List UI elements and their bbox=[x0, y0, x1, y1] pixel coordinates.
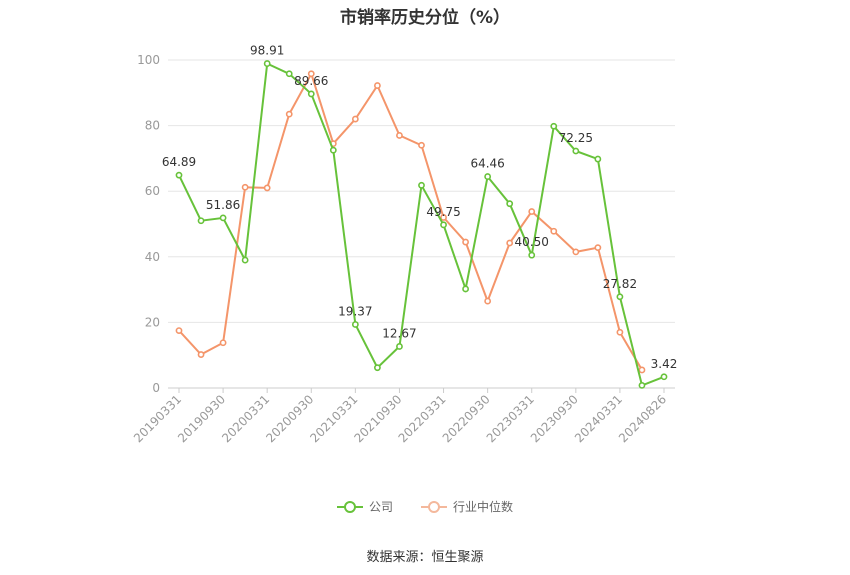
data-point bbox=[307, 90, 315, 98]
data-point bbox=[263, 60, 271, 67]
grid-lines bbox=[168, 59, 675, 389]
y-tick-label: 40 bbox=[145, 250, 160, 264]
data-label: 98.91 bbox=[250, 44, 284, 58]
data-point bbox=[329, 146, 337, 154]
data-point bbox=[374, 82, 381, 89]
y-tick-label: 80 bbox=[145, 119, 160, 133]
data-point bbox=[462, 238, 469, 246]
data-point bbox=[351, 115, 359, 123]
x-tick-label: 20240826 bbox=[616, 392, 669, 445]
data-point bbox=[572, 248, 580, 256]
data-point bbox=[396, 343, 403, 350]
data-label: 40.50 bbox=[515, 235, 549, 249]
data-point bbox=[197, 351, 205, 358]
chart-title: 市销率历史分位（%） bbox=[339, 8, 511, 28]
series-industry-median bbox=[175, 70, 646, 374]
data-point bbox=[263, 184, 271, 192]
data-point bbox=[396, 132, 403, 139]
legend-swatch-industry-median bbox=[421, 500, 447, 514]
y-tick-label: 60 bbox=[145, 184, 160, 198]
y-axis: 0 20 40 60 80 100 bbox=[137, 53, 160, 395]
data-label: 72.25 bbox=[559, 131, 593, 145]
legend-label-industry-median: 行业中位数 bbox=[453, 500, 514, 514]
data-point bbox=[418, 181, 425, 189]
x-axis: 2019033120190930202003312020093020210331… bbox=[131, 388, 669, 445]
data-label: 49.75 bbox=[426, 205, 460, 219]
data-point bbox=[285, 70, 293, 78]
y-tick-label: 20 bbox=[145, 315, 160, 329]
data-point bbox=[572, 147, 580, 155]
data-point bbox=[175, 171, 183, 179]
legend-label-company: 公司 bbox=[368, 500, 393, 514]
data-point bbox=[484, 173, 492, 180]
legend: 公司 行业中位数 bbox=[0, 498, 850, 515]
data-point bbox=[660, 373, 668, 381]
data-point bbox=[528, 208, 536, 215]
data-source: 数据来源：恒生聚源 bbox=[366, 550, 484, 565]
series-company bbox=[175, 60, 668, 389]
data-point bbox=[550, 122, 558, 130]
data-point bbox=[550, 227, 558, 235]
data-label: 27.82 bbox=[603, 277, 637, 291]
data-point bbox=[219, 214, 227, 222]
data-point bbox=[241, 183, 249, 191]
data-label: 19.37 bbox=[338, 304, 372, 318]
data-label: 64.89 bbox=[162, 155, 196, 169]
data-label: 64.46 bbox=[470, 157, 504, 171]
data-point bbox=[418, 141, 425, 149]
data-label: 51.86 bbox=[206, 198, 240, 212]
legend-item-industry-median[interactable]: 行业中位数 bbox=[421, 498, 513, 515]
y-tick-label: 0 bbox=[152, 381, 160, 395]
data-point bbox=[594, 155, 602, 163]
data-point bbox=[462, 285, 469, 293]
data-point bbox=[307, 70, 315, 78]
legend-item-company[interactable]: 公司 bbox=[336, 498, 393, 515]
data-point bbox=[594, 244, 602, 252]
data-point bbox=[219, 339, 227, 347]
data-point bbox=[241, 256, 249, 264]
legend-swatch-company bbox=[336, 500, 363, 514]
data-point bbox=[506, 239, 514, 247]
series-line bbox=[178, 62, 665, 387]
data-point bbox=[197, 217, 205, 225]
data-point bbox=[351, 321, 359, 328]
data-label: 3.42 bbox=[651, 357, 678, 371]
series-layer bbox=[175, 60, 668, 389]
data-point bbox=[616, 328, 624, 336]
data-point bbox=[528, 251, 536, 259]
data-point bbox=[638, 381, 646, 389]
line-chart: 0 20 40 60 80 100 201903312019093020200331202… bbox=[131, 44, 678, 446]
data-point bbox=[285, 110, 293, 118]
data-point bbox=[440, 221, 447, 229]
data-label: 12.67 bbox=[382, 326, 416, 340]
data-point bbox=[506, 200, 514, 208]
data-point bbox=[374, 364, 381, 372]
data-point bbox=[175, 327, 183, 334]
data-point bbox=[440, 214, 447, 221]
data-labels: 64.89 51.86 98.91 89.66 19.37 12.67 49.75 64.46… bbox=[162, 44, 678, 371]
data-point bbox=[616, 293, 624, 301]
series-line bbox=[178, 71, 643, 371]
data-label: 89.66 bbox=[294, 74, 328, 88]
data-point bbox=[638, 366, 646, 374]
data-point bbox=[484, 297, 492, 305]
y-tick-label: 100 bbox=[137, 53, 160, 67]
